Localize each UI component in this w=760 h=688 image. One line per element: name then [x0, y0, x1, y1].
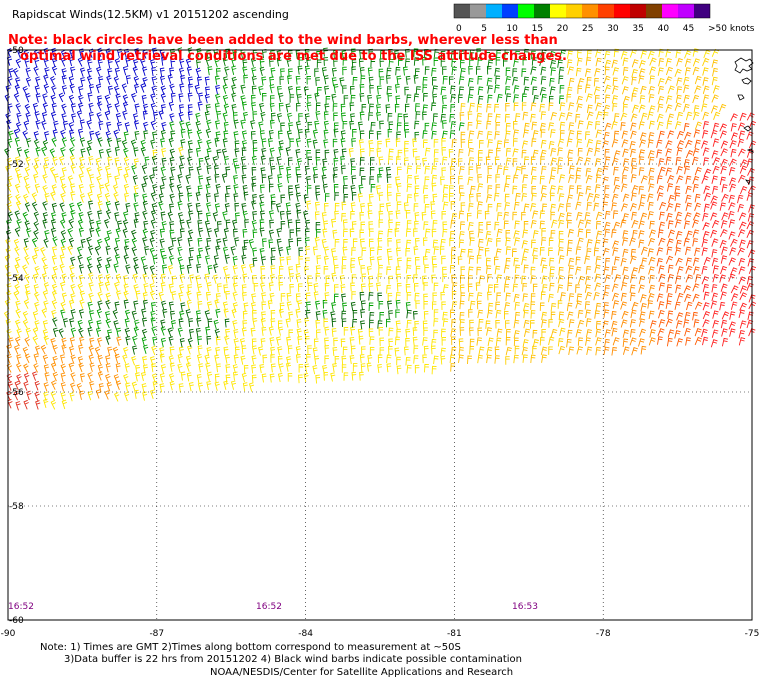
lat-tick-label: -56 — [9, 388, 24, 398]
footnote: Note: 1) Times are GMT 2)Times along bot… — [40, 642, 522, 666]
legend-swatch — [486, 4, 502, 18]
legend-label: 30 — [607, 24, 619, 34]
legend-swatch — [534, 4, 550, 18]
lat-tick-label: -50 — [9, 46, 24, 56]
footnote-line1: Note: 1) Times are GMT 2)Times along bot… — [40, 642, 461, 653]
legend-swatch — [630, 4, 646, 18]
wind-barbs — [560, 147, 603, 356]
legend-label: 10 — [506, 24, 518, 34]
lat-tick-label: -58 — [9, 502, 24, 512]
lat-tick-label: -60 — [9, 616, 24, 626]
legend-swatch — [566, 4, 582, 18]
legend-swatch — [582, 4, 598, 18]
legend-swatch — [694, 4, 710, 18]
legend-label: 15 — [532, 24, 543, 34]
legend-swatch — [518, 4, 534, 18]
lon-tick-label: -84 — [298, 629, 313, 639]
legend-swatch — [454, 4, 470, 18]
wind-barb-field — [3, 47, 757, 411]
time-label: 16:53 — [512, 602, 538, 612]
wind-barbs — [4, 47, 221, 141]
lat-tick-label: -54 — [9, 274, 24, 284]
wind-barbs — [5, 146, 418, 355]
lat-tick-label: -52 — [9, 160, 24, 170]
color-legend: 0 5 10 15 20 25 30 35 40 45 >50 knots — [453, 3, 755, 34]
footnote-line2: 3)Data buffer is 22 hrs from 20151202 4)… — [64, 654, 522, 665]
attitude-note-line1: Note: black circles have been added to t… — [8, 33, 558, 48]
lon-tick-label: -78 — [596, 629, 611, 639]
attitude-note: Note: black circles have been added to t… — [8, 33, 567, 65]
map-frame — [7, 49, 753, 621]
legend-swatch — [678, 4, 694, 18]
wind-barbs — [602, 122, 656, 356]
legend-swatch — [646, 4, 662, 18]
legend-label: >50 knots — [708, 24, 755, 34]
wind-barbs — [449, 57, 721, 365]
legend-label: 5 — [481, 24, 487, 34]
wind-barbs — [701, 112, 757, 348]
legend-label: 40 — [658, 24, 670, 34]
map-title: Rapidscat Winds(12.5KM) v1 20151202 asce… — [12, 8, 289, 21]
wind-barbs — [649, 122, 703, 347]
legend-label: 35 — [632, 24, 643, 34]
time-label: 16:52 — [8, 602, 34, 612]
legend-swatch — [550, 4, 566, 18]
wind-barbs — [6, 48, 566, 354]
time-label: 16:52 — [256, 602, 282, 612]
wind-barbs — [3, 48, 720, 410]
attitude-note-line2: optimal wind retrieval conditions are me… — [20, 49, 567, 64]
legend-label: 20 — [557, 24, 569, 34]
wind-barbs — [449, 57, 727, 372]
lon-tick-label: -87 — [149, 629, 164, 639]
legend-label: 25 — [582, 24, 593, 34]
legend-swatch — [470, 4, 486, 18]
legend-swatch — [598, 4, 614, 18]
coastline — [734, 57, 755, 185]
legend-label: 0 — [456, 24, 462, 34]
lon-tick-label: -81 — [447, 629, 462, 639]
legend-swatch — [614, 4, 630, 18]
legend-swatch — [662, 4, 678, 18]
wind-barbs — [6, 336, 122, 400]
legend-label: 45 — [683, 24, 694, 34]
lon-tick-label: -75 — [745, 629, 760, 639]
lon-tick-label: -90 — [1, 629, 16, 639]
legend-swatch — [502, 4, 518, 18]
credit-line: NOAA/NESDIS/Center for Satellite Applica… — [210, 667, 514, 678]
